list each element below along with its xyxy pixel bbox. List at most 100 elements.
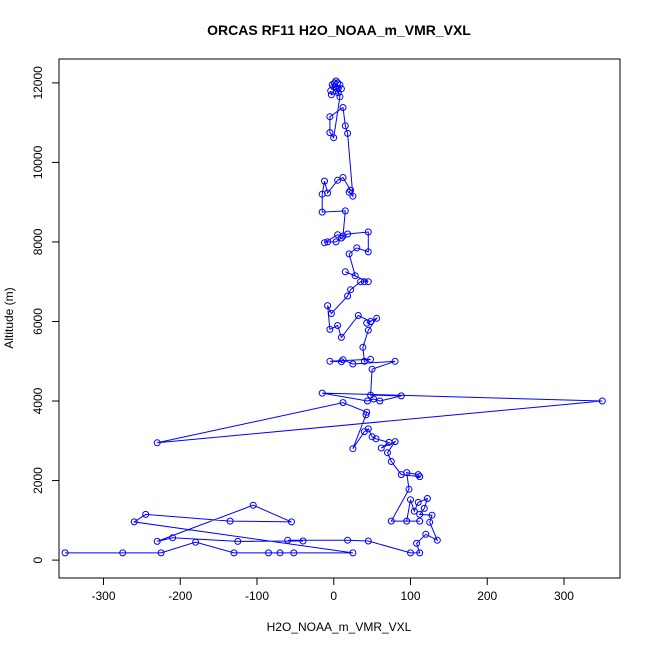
data-point <box>367 318 375 325</box>
data-point <box>339 104 347 111</box>
y-axis: 0 2000 4000 6000 8000 10000 12000 <box>31 66 59 563</box>
data-point <box>157 549 165 557</box>
data-point <box>387 517 395 525</box>
data-point <box>353 244 361 252</box>
plot-frame <box>58 58 621 579</box>
y-tick-label: 4000 <box>31 387 45 414</box>
data-point <box>413 539 421 547</box>
data-point <box>407 496 414 504</box>
data-point <box>284 536 292 544</box>
data-point <box>403 517 411 525</box>
data-point <box>330 134 338 142</box>
data-point <box>426 518 434 526</box>
data-point <box>372 435 380 443</box>
data-point <box>230 549 238 557</box>
data-point <box>290 549 298 557</box>
data-point <box>416 517 424 525</box>
data-point <box>339 232 347 240</box>
data-point <box>61 549 69 557</box>
y-tick-label: 8000 <box>31 228 45 255</box>
data-point <box>324 238 332 246</box>
x-tick-label: 0 <box>330 589 337 603</box>
data-point <box>153 439 161 447</box>
data-point <box>360 278 368 286</box>
data-point <box>334 322 342 329</box>
data-point <box>249 501 257 509</box>
data-point <box>288 518 295 526</box>
data-point <box>334 89 342 97</box>
data-point <box>327 87 335 95</box>
data-point <box>337 333 345 341</box>
data-point <box>332 238 340 246</box>
data-point <box>397 392 405 400</box>
data-point <box>169 534 177 542</box>
data-point <box>234 537 242 545</box>
data-point <box>364 278 372 286</box>
data-point <box>598 397 606 405</box>
data-point <box>344 292 352 300</box>
data-point <box>339 174 347 181</box>
data-point <box>327 91 335 99</box>
data-point <box>433 536 441 544</box>
y-axis-label: Altitude (m) <box>2 287 16 348</box>
data-point <box>327 310 335 317</box>
data-series <box>61 77 606 557</box>
data-point <box>373 314 381 322</box>
y-tick-label: 10000 <box>31 145 45 179</box>
data-point <box>119 549 127 557</box>
data-point <box>336 93 344 101</box>
data-point <box>153 537 161 545</box>
data-point <box>276 549 284 557</box>
data-point <box>363 319 371 327</box>
data-point <box>414 471 422 479</box>
series-line <box>65 80 603 554</box>
data-point <box>345 250 353 258</box>
data-point <box>360 357 368 365</box>
data-point <box>364 326 372 334</box>
data-point <box>339 399 347 407</box>
data-point <box>130 518 138 526</box>
data-point <box>422 530 430 538</box>
data-point <box>336 81 344 89</box>
data-point <box>364 228 372 236</box>
x-tick-label: 300 <box>554 589 574 603</box>
y-tick-label: 2000 <box>31 467 45 494</box>
data-point <box>345 188 353 196</box>
data-point <box>349 549 357 557</box>
data-point <box>410 507 418 515</box>
data-point <box>397 471 405 479</box>
data-point <box>324 189 332 197</box>
data-point <box>364 248 372 256</box>
data-point <box>326 357 334 365</box>
data-point <box>384 449 391 457</box>
data-point <box>360 428 368 436</box>
data-point <box>321 177 328 185</box>
data-point <box>341 122 349 130</box>
x-tick-label: 100 <box>400 589 420 603</box>
x-tick-label: 200 <box>477 589 497 603</box>
data-point <box>334 176 342 184</box>
data-point <box>339 356 347 364</box>
data-point <box>337 358 345 366</box>
data-point <box>364 397 371 405</box>
data-point <box>423 495 431 502</box>
data-point <box>387 458 395 465</box>
data-point <box>326 113 334 121</box>
data-point <box>420 504 428 512</box>
data-point <box>416 510 424 518</box>
chart-title: ORCAS RF11 H2O_NOAA_m_VMR_VXL <box>207 22 471 38</box>
data-point <box>344 536 352 544</box>
data-point <box>407 549 414 557</box>
data-point <box>364 537 372 545</box>
data-point <box>349 445 357 453</box>
data-point <box>385 438 393 446</box>
x-tick-label: -100 <box>245 589 269 603</box>
data-point <box>324 302 332 310</box>
data-point <box>359 343 367 351</box>
data-point <box>318 389 326 397</box>
data-point <box>347 286 355 294</box>
data-point <box>351 272 359 280</box>
data-point <box>362 411 370 419</box>
data-point <box>344 129 352 137</box>
